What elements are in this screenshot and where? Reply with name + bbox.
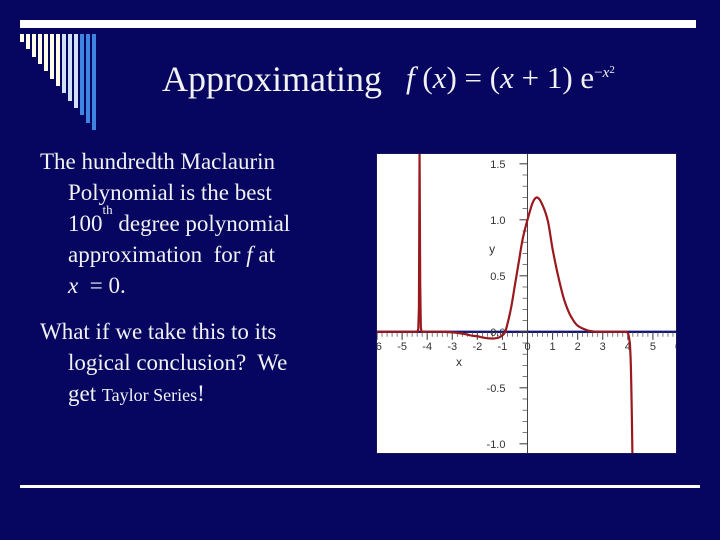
svg-text:-1.0: -1.0 (487, 439, 506, 451)
svg-text:-3: -3 (447, 341, 457, 353)
svg-text:1: 1 (550, 341, 556, 353)
svg-text:1.0: 1.0 (490, 215, 505, 227)
svg-text:y: y (489, 242, 495, 256)
svg-text:5: 5 (650, 341, 656, 353)
svg-text:2: 2 (575, 341, 581, 353)
svg-text:-0.5: -0.5 (487, 383, 506, 395)
svg-text:x: x (456, 355, 462, 369)
svg-text:-2: -2 (472, 341, 482, 353)
svg-text:3: 3 (600, 341, 606, 353)
svg-text:6: 6 (675, 341, 677, 353)
svg-text:-4: -4 (422, 341, 432, 353)
svg-text:-6: -6 (377, 341, 382, 353)
svg-text:-1: -1 (498, 341, 508, 353)
svg-text:-5: -5 (397, 341, 407, 353)
svg-text:1.5: 1.5 (490, 159, 505, 171)
svg-text:0: 0 (524, 341, 530, 353)
svg-text:0.5: 0.5 (490, 271, 505, 283)
